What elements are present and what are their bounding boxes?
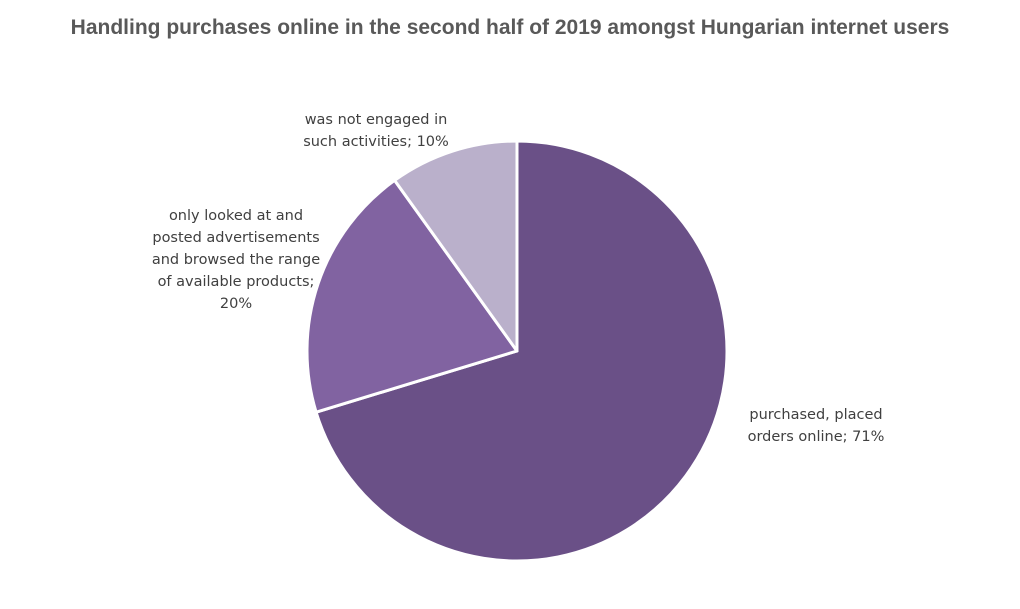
data-label-only-looked: only looked at and posted advertisements… [151,208,321,312]
pie-slice-not-engaged [393,139,519,353]
pie-slice-purchased [314,139,729,563]
pie-slice-only-looked [305,178,519,414]
data-label-not-engaged: was not engaged in such activities; 10% [303,112,449,150]
data-label-purchased: purchased, placed orders online; 71% [747,407,885,445]
pie-slices [305,139,729,563]
chart-title: Handling purchases online in the second … [70,16,950,39]
